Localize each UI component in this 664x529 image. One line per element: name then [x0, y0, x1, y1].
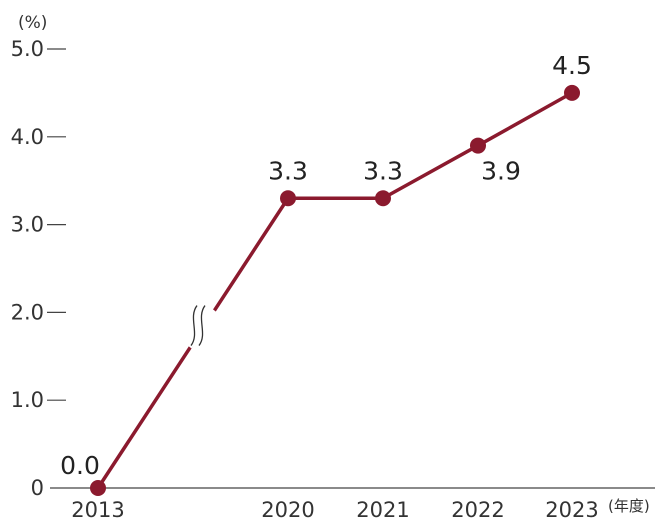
data-label: 3.3 [363, 156, 403, 185]
y-tick-label: 1.0 [11, 388, 44, 412]
y-tick-label: 4.0 [11, 125, 44, 149]
x-tick-label: 2023 [545, 498, 598, 522]
x-tick-label: 2020 [261, 498, 314, 522]
data-point [470, 137, 486, 154]
axis-break-mark [198, 305, 206, 346]
x-tick-label: 2022 [451, 498, 504, 522]
x-tick-label: 2021 [356, 498, 409, 522]
data-point [564, 84, 580, 101]
y-tick-label: 3.0 [11, 213, 44, 237]
y-tick-label: 0 [31, 476, 44, 500]
data-label: 4.5 [552, 51, 592, 80]
y-axis: 0 1.0 2.0 3.0 4.0 5.0 [11, 37, 66, 500]
series-line [96, 91, 573, 489]
data-label: 0.0 [60, 451, 100, 480]
axis-break-gap [177, 302, 219, 349]
data-label: 3.9 [481, 157, 521, 186]
y-tick-label: 5.0 [11, 37, 44, 61]
series-line-group: 0.0 3.3 3.3 3.9 4.5 [60, 51, 592, 496]
y-axis-unit-label: (%) [18, 13, 47, 33]
data-point [90, 480, 106, 496]
x-axis-unit-label: (年度) [608, 497, 650, 515]
axis-break-mark [190, 305, 198, 346]
data-point [375, 190, 391, 207]
data-point [280, 190, 296, 207]
x-tick-label: 2013 [71, 498, 124, 522]
data-label: 3.3 [268, 156, 308, 185]
y-tick-label: 2.0 [11, 300, 44, 324]
x-axis: 2013 2020 2021 2022 2023 [71, 498, 598, 522]
